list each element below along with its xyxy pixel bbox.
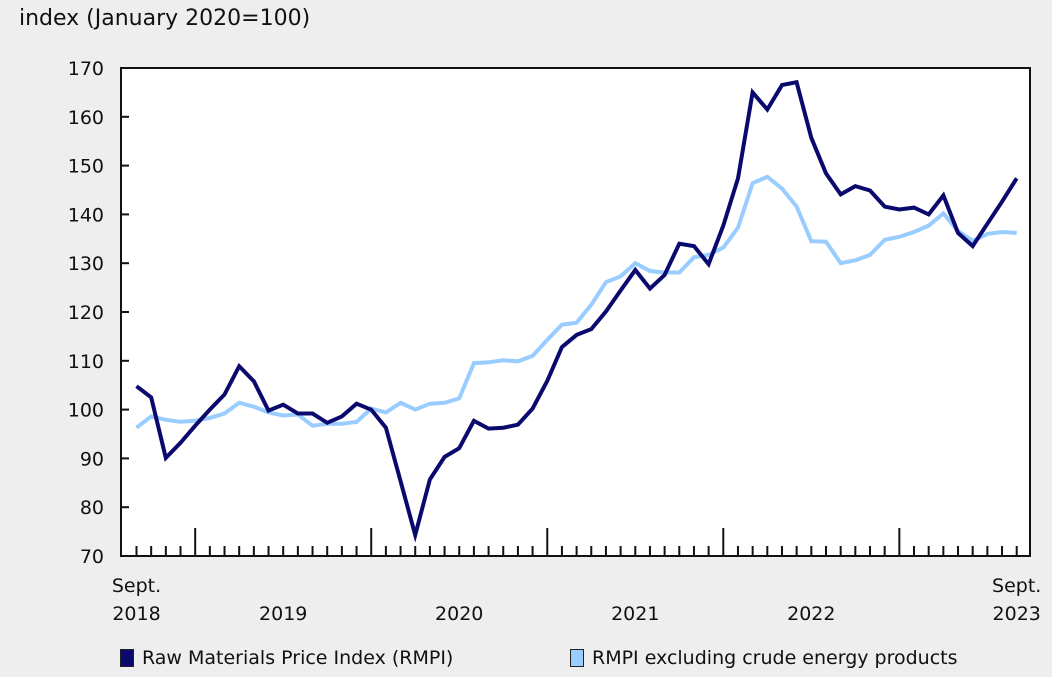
x-axis-labels: Sept. 2018 2019 2020 2021 2022 Sept. 2023	[112, 575, 1042, 625]
x-tick-label-month: Sept.	[112, 575, 161, 597]
plot-frame	[120, 67, 1031, 557]
x-tick-label-year: 2020	[435, 603, 483, 625]
y-tick-label: 170	[68, 58, 104, 80]
y-tick-label: 80	[80, 497, 104, 519]
series-line-rmpi-excl-crude	[135, 174, 1017, 430]
legend-item-rmpi-excl-crude: RMPI excluding crude energy products	[570, 647, 958, 669]
x-tick-label-year: 2019	[259, 603, 307, 625]
y-tick-label: 90	[80, 448, 104, 470]
series-lines	[135, 79, 1019, 543]
y-tick-label: 100	[68, 400, 104, 422]
y-tick-label: 110	[68, 351, 104, 373]
legend-label-rmpi-excl-crude: RMPI excluding crude energy products	[592, 647, 958, 669]
x-axis-ticks	[135, 528, 1018, 556]
legend-item-rmpi: Raw Materials Price Index (RMPI)	[120, 647, 453, 669]
x-tick-label-year: 2022	[787, 603, 835, 625]
y-tick-label: 160	[68, 107, 104, 129]
legend-swatch-rmpi	[120, 649, 134, 667]
y-tick-label: 120	[68, 302, 104, 324]
x-tick-label-year: 2023	[993, 603, 1041, 625]
x-tick-label-month: Sept.	[992, 575, 1041, 597]
y-tick-label: 130	[68, 253, 104, 275]
y-axis-labels: 70 80 90 100 110 120 130 140 150 160 170	[68, 58, 129, 568]
x-tick-label-year: 2018	[112, 603, 160, 625]
plot-area	[121, 68, 1030, 556]
y-tick-label: 140	[68, 204, 104, 226]
series-line-rmpi	[135, 79, 1019, 543]
y-tick-label: 70	[80, 546, 104, 568]
y-tick-label: 150	[68, 156, 104, 178]
y-axis-title: index (January 2020=100)	[19, 6, 311, 31]
x-tick-label-year: 2021	[611, 603, 659, 625]
legend-swatch-rmpi-excl-crude	[570, 649, 584, 667]
legend-label-rmpi: Raw Materials Price Index (RMPI)	[142, 647, 454, 669]
